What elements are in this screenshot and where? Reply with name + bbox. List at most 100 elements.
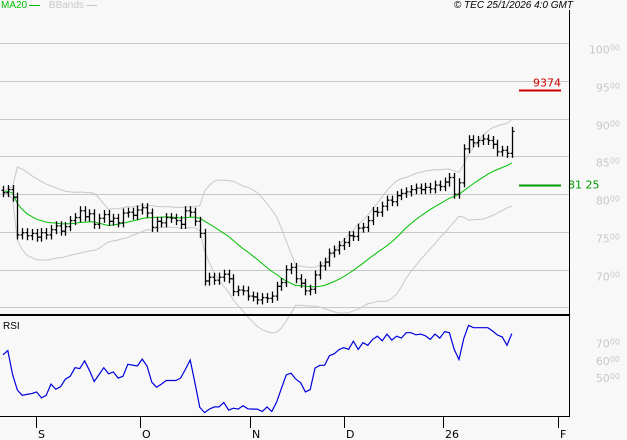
ohlc-bar	[207, 272, 212, 286]
ohlc-bar	[159, 216, 164, 228]
ohlc-bar	[198, 216, 203, 238]
ohlc-bar	[481, 134, 486, 146]
ohlc-bar	[284, 265, 289, 288]
ohlc-bar	[289, 262, 294, 275]
ohlc-bar	[1, 185, 6, 198]
ohlc-bar	[30, 228, 35, 241]
ohlc-bar	[428, 182, 433, 194]
ohlc-bar	[212, 272, 217, 285]
header-legend: MA20 BBands	[1, 0, 97, 12]
ohlc-bar	[87, 209, 92, 222]
ohlc-bar	[299, 274, 304, 288]
ohlc-bar	[251, 291, 256, 302]
rsi-axis-label: 6000	[596, 355, 620, 368]
ohlc-bar	[390, 195, 395, 207]
ohlc-bar	[73, 213, 78, 226]
ohlc-bar	[155, 216, 160, 232]
ohlc-bar	[241, 285, 246, 296]
ohlc-bar	[414, 183, 419, 195]
ohlc-bar	[35, 228, 40, 242]
ohlc-bar	[486, 134, 491, 146]
ohlc-bar	[54, 221, 59, 235]
ohlc-bar	[20, 228, 25, 240]
ohlc-bar	[222, 269, 227, 282]
ohlc-bar	[111, 213, 116, 226]
ohlc-bar	[102, 210, 107, 223]
ohlc-bar	[409, 185, 414, 197]
ohlc-bar	[183, 206, 188, 229]
ohlc-bar	[351, 231, 356, 241]
ohlc-bar	[323, 257, 328, 271]
ohlc-bar	[265, 293, 270, 303]
ohlc-bar	[59, 221, 64, 236]
rsi-title: RSI	[3, 321, 20, 332]
ohlc-bar	[395, 191, 400, 207]
ohlc-bar	[188, 206, 193, 217]
ohlc-bar	[97, 213, 102, 229]
ohlc-bar	[25, 228, 30, 241]
ohlc-bar	[332, 245, 337, 258]
ohlc-bar	[131, 207, 136, 220]
x-axis-label: F	[560, 428, 566, 440]
ohlc-bar	[495, 139, 500, 157]
ohlc-bar	[179, 216, 184, 229]
ohlc-bar	[260, 293, 265, 305]
ohlc-bar	[467, 135, 472, 154]
ohlc-bar	[150, 208, 155, 232]
price-axis-label: 8000	[596, 195, 620, 208]
ohlc-bar	[39, 228, 44, 242]
price-axis-label: 9000	[596, 120, 620, 133]
ohlc-bar	[121, 208, 126, 228]
ohlc-bar	[476, 135, 481, 148]
ohlc-bar	[107, 210, 112, 226]
ohlc-bar	[399, 188, 404, 201]
ohlc-bar	[347, 231, 352, 248]
ohlc-bar	[140, 203, 145, 215]
ohlc-bar	[227, 269, 232, 284]
ohlc-bar	[126, 207, 131, 218]
ohlc-bar	[447, 172, 452, 187]
ohlc-bar	[164, 213, 169, 228]
ohlc-bar	[342, 237, 347, 251]
legend-ma20: MA20	[1, 0, 28, 11]
ohlc-bar	[83, 206, 88, 222]
ohlc-bar	[356, 223, 361, 241]
x-axis-label: D	[346, 428, 354, 440]
ohlc-bar	[433, 180, 438, 194]
ohlc-bar	[380, 201, 385, 217]
ohlc-bar	[303, 278, 308, 296]
price-axis-label: 9500	[596, 82, 620, 95]
legend-bbands-swatch	[85, 4, 97, 6]
ohlc-bar	[327, 248, 332, 267]
ohlc-bar	[500, 145, 505, 157]
ma20-line	[2, 162, 513, 288]
ohlc-bar	[78, 206, 83, 223]
price-marker-label: 9374	[533, 77, 561, 90]
ohlc-bar	[217, 272, 222, 285]
ohlc-bar	[68, 216, 73, 232]
price-marker-label: 81 25	[568, 179, 600, 192]
ohlc-bar	[385, 195, 390, 211]
x-axis-label: N	[252, 428, 260, 440]
ohlc-bar	[279, 277, 284, 291]
rsi-line	[2, 324, 513, 414]
price-axis-label: 8500	[596, 157, 620, 170]
ohlc-bar	[419, 183, 424, 195]
ohlc-bar	[145, 203, 150, 218]
x-axis-label: O	[142, 428, 151, 440]
bband-lower-line	[2, 192, 512, 334]
ohlc-bar	[169, 213, 174, 223]
ohlc-bar	[491, 135, 496, 149]
legend-ma20-swatch	[29, 4, 41, 6]
x-axis-label: 26	[445, 428, 459, 440]
rsi-axis-label: 5000	[596, 372, 620, 385]
ohlc-bar	[404, 187, 409, 198]
ohlc-bar	[371, 206, 376, 226]
ohlc-bar	[135, 205, 140, 220]
ohlc-bar	[443, 177, 448, 192]
ohlc-bar	[270, 291, 275, 303]
x-axis-label: S	[38, 428, 45, 440]
copyright: © TEC 25/1/2026 4:0 GMT	[453, 0, 573, 11]
rsi-axis-label: 7000	[596, 338, 620, 351]
